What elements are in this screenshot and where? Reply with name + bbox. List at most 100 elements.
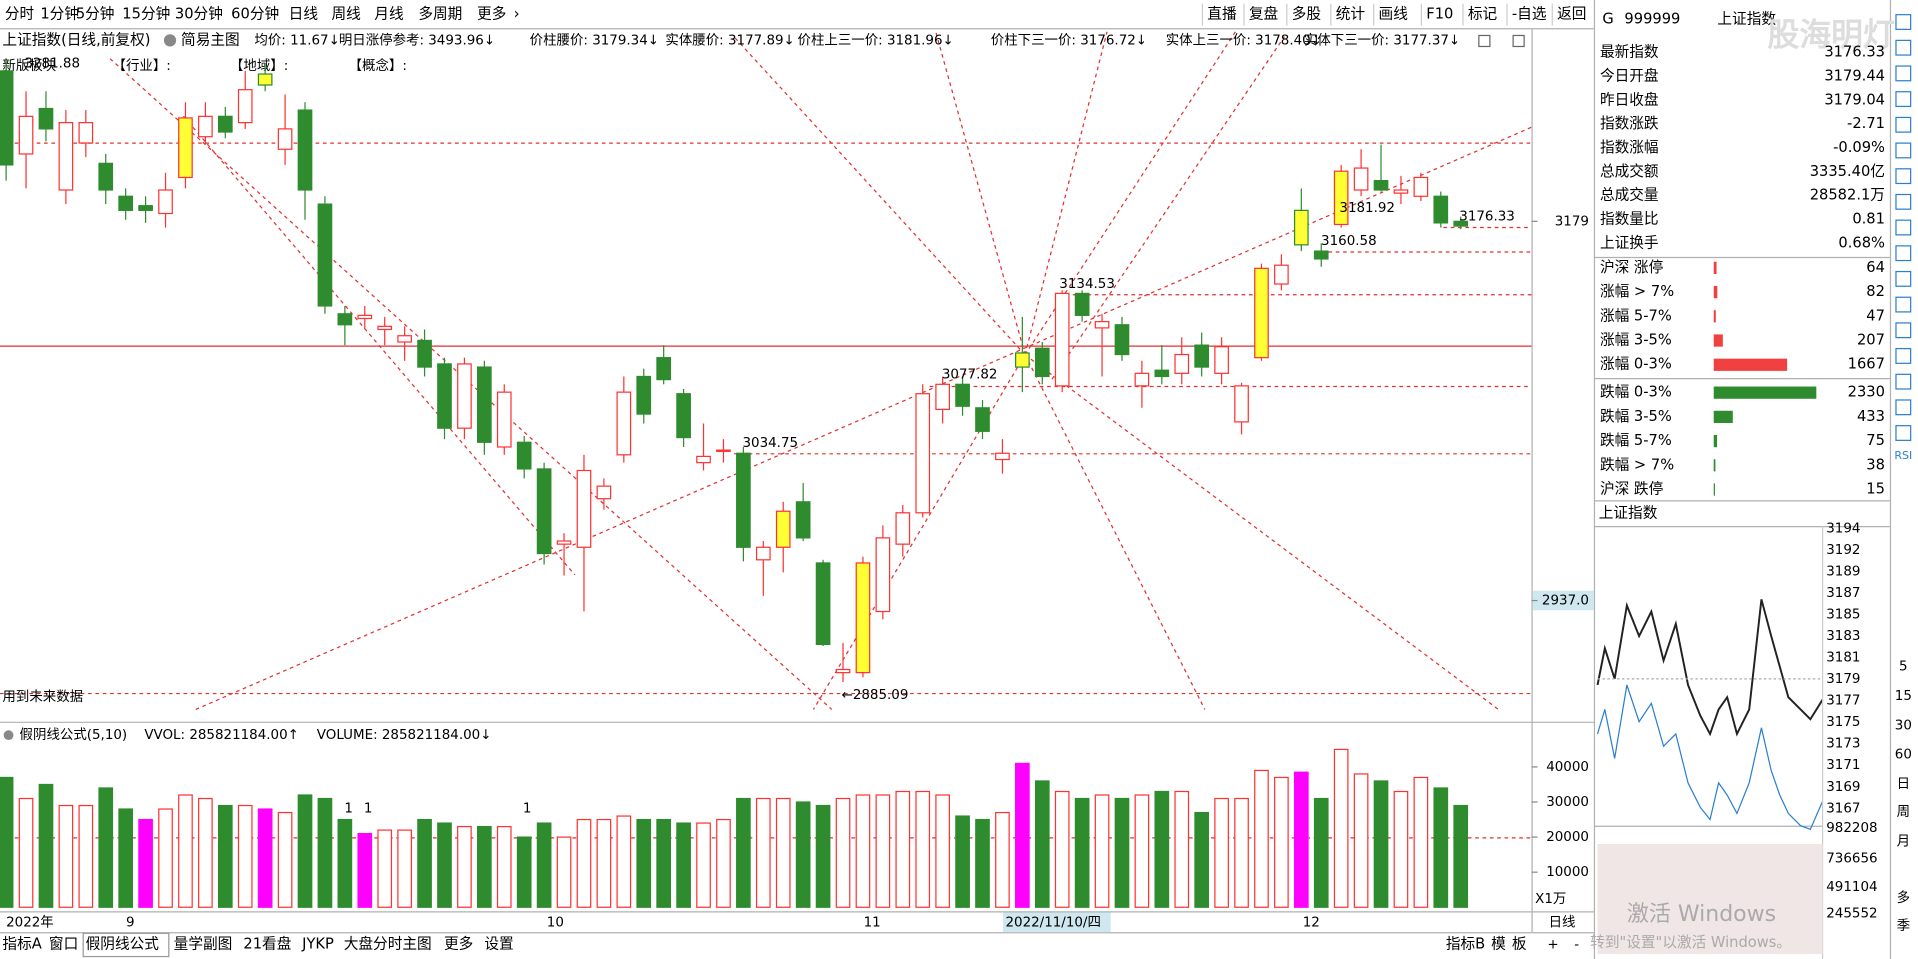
toolbar-button[interactable]: 标记	[1468, 6, 1498, 23]
breadth-value: 38	[1866, 456, 1885, 473]
side-icon[interactable]: RSI	[1894, 449, 1912, 462]
volume-bar	[815, 804, 831, 908]
candle-body	[158, 189, 173, 215]
activation-title: 激活 Windows	[1627, 902, 1776, 927]
tool-icon[interactable]	[1895, 168, 1912, 185]
toolbar-button[interactable]: 画线	[1379, 6, 1409, 23]
candle-body	[1074, 292, 1090, 316]
period-tab[interactable]: 1分钟	[40, 6, 79, 23]
indicator-value: 价柱下三一价: 3176.72↓	[991, 32, 1147, 48]
candle-body	[1234, 385, 1249, 423]
candle-body	[357, 314, 373, 320]
period-tab[interactable]: 15分钟	[122, 6, 170, 23]
bottom-tab[interactable]: 板	[1512, 934, 1527, 952]
side-icon[interactable]: 5	[1899, 660, 1908, 675]
mini-price-label: 3173	[1826, 737, 1860, 752]
breadth-label: 涨幅 3-5%	[1600, 332, 1672, 349]
bottom-tab[interactable]: 设置	[484, 935, 513, 952]
bottom-tab[interactable]: 窗口	[49, 934, 78, 952]
candle-body	[0, 70, 14, 166]
tool-icon[interactable]	[1895, 14, 1912, 30]
toolbar-button[interactable]: 复盘	[1249, 5, 1279, 23]
bottom-tab[interactable]: 量学副图	[174, 935, 233, 952]
mini-tab[interactable]: 日线	[1549, 914, 1576, 930]
tool-icon[interactable]	[1895, 425, 1912, 441]
period-tab[interactable]: 分时	[5, 6, 35, 23]
period-tab[interactable]: 60分钟	[231, 6, 279, 23]
volume-bar	[18, 797, 34, 908]
indicator-value: 明日涨停参考: 3493.96↓	[339, 31, 495, 48]
period-tab[interactable]: 更多	[477, 6, 506, 23]
candle-body	[696, 455, 711, 464]
bottom-tab[interactable]: 更多	[444, 935, 473, 952]
period-tab[interactable]: 30分钟	[175, 6, 223, 23]
mini-volume-label: 736656	[1826, 852, 1877, 867]
period-tab[interactable]: 日线	[289, 6, 319, 23]
tool-icon[interactable]	[1895, 322, 1912, 339]
volume-bar	[337, 818, 353, 908]
tool-icon[interactable]	[1895, 270, 1912, 287]
side-icon[interactable]: 季	[1897, 918, 1910, 934]
side-icon[interactable]: 15	[1895, 689, 1912, 704]
volume-bar	[1094, 794, 1110, 908]
toolbar-button[interactable]: 统计	[1336, 6, 1366, 23]
period-tab[interactable]: 多周期	[418, 6, 462, 23]
tool-icon[interactable]	[1895, 296, 1912, 313]
tool-icon[interactable]	[1895, 373, 1912, 390]
tool-icon[interactable]	[1895, 399, 1912, 416]
candle-body	[1054, 292, 1070, 387]
toolbar-button[interactable]: 直播	[1207, 6, 1237, 23]
side-icon[interactable]: 60	[1895, 748, 1912, 763]
side-icon[interactable]: 日	[1897, 777, 1910, 792]
tool-icon[interactable]	[1895, 142, 1912, 159]
candle-body	[1015, 352, 1030, 368]
bottom-tab[interactable]: 指标B	[1446, 935, 1485, 952]
side-icon[interactable]: 月	[1897, 835, 1910, 850]
period-tab[interactable]: 周线	[331, 6, 361, 23]
period-tab[interactable]: 5分钟	[76, 6, 115, 23]
side-icon[interactable]: 30	[1895, 718, 1912, 733]
breadth-value: 82	[1866, 283, 1885, 300]
toolbar-button[interactable]: 多股	[1292, 6, 1322, 23]
toolbar-button[interactable]: -自选	[1512, 6, 1547, 23]
tool-icon[interactable]	[1895, 245, 1912, 262]
tool-icon[interactable]	[1895, 193, 1912, 210]
volume-formula: 假阴线公式(5,10)	[20, 727, 128, 743]
candle-body	[98, 162, 114, 191]
mini-volume-area	[1597, 844, 1823, 955]
prior-high: 3281.88	[24, 57, 80, 72]
tool-icon[interactable]	[1895, 219, 1912, 236]
candle-body	[755, 546, 771, 561]
tool-icon[interactable]	[1895, 348, 1912, 364]
breadth-bar	[1713, 334, 1723, 347]
bottom-tab[interactable]: 21看盘	[243, 934, 291, 952]
tool-icon[interactable]	[1895, 116, 1912, 133]
mini-tab[interactable]: -	[1574, 937, 1579, 952]
future-data-note: 用到未来数据	[2, 689, 83, 705]
mini-price-label: 3169	[1826, 780, 1860, 795]
candle-body	[975, 407, 990, 432]
bottom-tab[interactable]: 指标A	[2, 935, 41, 952]
candle-body	[257, 73, 273, 86]
volume-bar	[1114, 797, 1130, 908]
volume-bar	[417, 818, 432, 908]
breadth-bar	[1713, 310, 1716, 323]
period-tab[interactable]: ›	[514, 6, 520, 23]
volume-bar	[915, 790, 931, 908]
toolbar-button[interactable]: F10	[1426, 6, 1453, 23]
period-tab[interactable]: 月线	[374, 6, 404, 23]
candle-body	[477, 366, 492, 443]
mini-tab[interactable]: +	[1547, 937, 1558, 952]
bottom-tab[interactable]: 模	[1491, 935, 1506, 952]
tool-icon[interactable]	[1895, 39, 1912, 56]
tool-icon[interactable]	[1895, 65, 1912, 82]
toolbar-button[interactable]: 返回	[1557, 6, 1586, 23]
side-icon[interactable]: 周	[1897, 805, 1910, 820]
bottom-tab[interactable]: 假阴线公式	[86, 935, 160, 952]
bottom-tab[interactable]: 大盘分时主图	[344, 934, 432, 952]
vvol-value: VVOL: 285821184.00↑	[144, 728, 299, 743]
side-icon[interactable]: 多	[1897, 889, 1910, 906]
tool-icon[interactable]	[1895, 91, 1912, 108]
bottom-tab[interactable]: JYKP	[301, 935, 334, 952]
main-mode[interactable]: 简易主图	[181, 31, 240, 48]
